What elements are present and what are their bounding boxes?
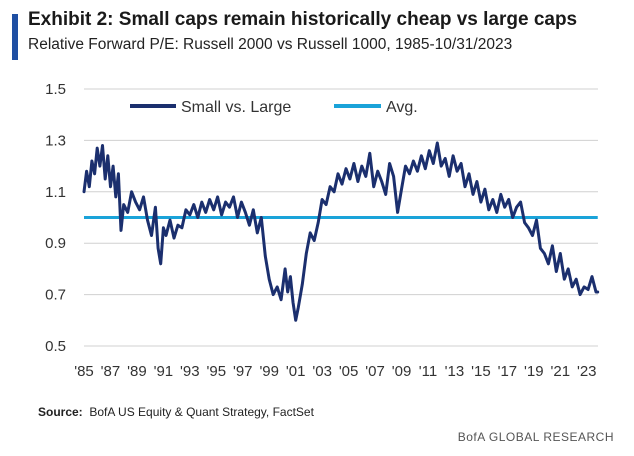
x-tick-label: '03 [312,363,332,380]
legend-label-small-vs-large: Small vs. Large [181,99,291,116]
x-tick-label: '23 [577,363,597,380]
source-text: BofA US Equity & Quant Strategy, FactSet [89,405,314,419]
x-tick-label: '05 [339,363,359,380]
chart-area: 0.5 0.7 0.9 1.1 1.3 1.5 '85 '87 '89 '91 '93 '95 '97… [45,81,600,380]
x-tick-label: '99 [259,363,279,380]
x-tick-label: '89 [127,363,147,380]
x-tick-label: '17 [498,363,518,380]
x-tick-label: '19 [524,363,544,380]
x-tick-label: '95 [207,363,227,380]
grid-lines [84,88,598,347]
brand-footer: BofA GLOBAL RESEARCH [457,430,614,444]
x-tick-label: '93 [180,363,200,380]
x-tick-label: '07 [365,363,385,380]
y-tick-label: 0.7 [45,287,66,304]
x-tick-label: '13 [445,363,465,380]
y-tick-label: 1.5 [45,81,66,98]
y-tick-label: 0.5 [45,338,66,355]
title-accent-bar [12,14,18,60]
legend: Small vs. Large Avg. [130,99,418,116]
x-tick-label: '21 [551,363,571,380]
x-axis-ticks: '85 '87 '89 '91 '93 '95 '97 '99 '01 '03 '05 '07 '09 '… [74,363,596,380]
series-line-small-vs-large [82,141,600,322]
source-label: Source: [38,405,83,419]
chart-subtitle: Relative Forward P/E: Russell 2000 vs Ru… [28,36,513,53]
x-tick-label: '91 [154,363,174,380]
x-tick-label: '01 [286,363,306,380]
source-note: Source: BofA US Equity & Quant Strategy,… [38,405,314,419]
x-tick-label: '87 [101,363,121,380]
y-axis-ticks: 0.5 0.7 0.9 1.1 1.3 1.5 [45,81,66,355]
x-tick-label: '09 [392,363,412,380]
x-tick-label: '97 [233,363,253,380]
y-tick-label: 1.3 [45,132,66,149]
chart-title: Exhibit 2: Small caps remain historicall… [28,9,578,30]
x-tick-label: '85 [74,363,94,380]
series-layer [82,141,600,322]
y-tick-label: 0.9 [45,235,66,252]
y-tick-label: 1.1 [45,184,66,201]
legend-label-avg: Avg. [386,99,418,116]
x-tick-label: '11 [419,363,437,380]
x-tick-label: '15 [471,363,491,380]
